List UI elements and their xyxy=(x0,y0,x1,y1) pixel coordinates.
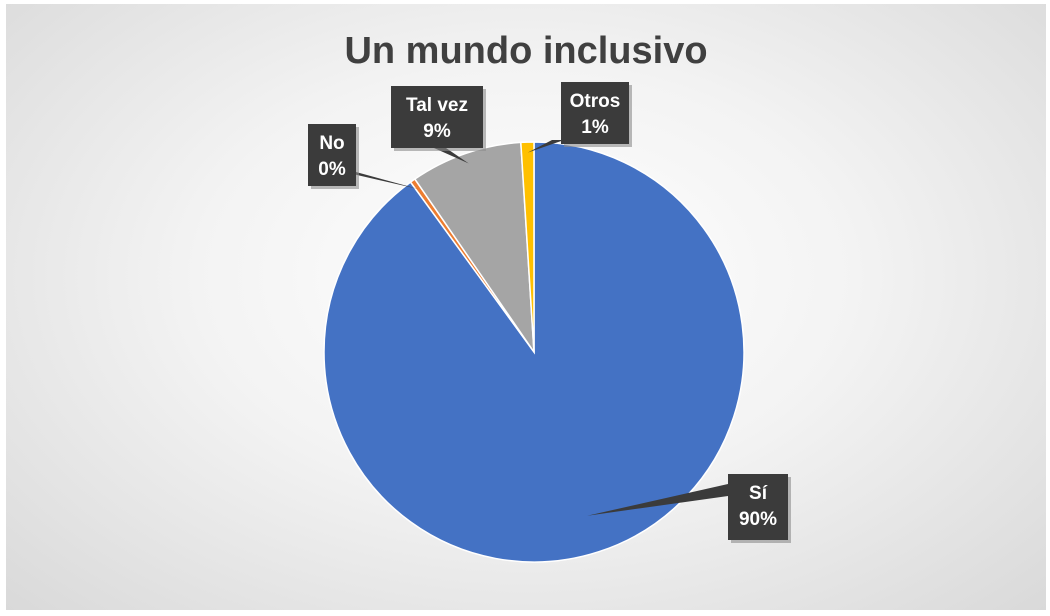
pie-slice-3 xyxy=(520,141,535,353)
label-leader-0 xyxy=(587,484,728,516)
label-box xyxy=(391,86,483,148)
chart-title: Un mundo inclusivo xyxy=(344,30,708,72)
data-label-0: Sí 90% xyxy=(728,474,791,543)
chart-area: Un mundo inclusivo Sí 90% No 0% Tal vez 9% Otr… xyxy=(6,4,1046,610)
data-label-percent: 9% xyxy=(423,121,451,142)
pie-chart: Sí 90% No 0% Tal vez 9% Otros 1% xyxy=(308,82,791,563)
data-label-category: Tal vez xyxy=(406,95,468,116)
data-label-2: Tal vez 9% xyxy=(391,86,486,151)
label-leader-2 xyxy=(434,148,469,164)
label-leader-1 xyxy=(344,172,419,190)
data-label-percent: 90% xyxy=(739,509,777,530)
data-label-percent: 0% xyxy=(318,159,346,180)
label-box xyxy=(308,124,356,186)
data-label-category: Sí xyxy=(749,483,768,504)
data-label-percent: 1% xyxy=(581,117,609,138)
data-label-1: No 0% xyxy=(308,124,359,189)
data-label-category: Otros xyxy=(570,91,621,112)
data-label-category: No xyxy=(319,133,344,154)
label-box xyxy=(561,82,629,144)
pie-slice-2 xyxy=(413,141,535,355)
label-box xyxy=(728,474,788,540)
label-leader-3 xyxy=(527,140,564,153)
data-label-3: Otros 1% xyxy=(561,82,632,147)
